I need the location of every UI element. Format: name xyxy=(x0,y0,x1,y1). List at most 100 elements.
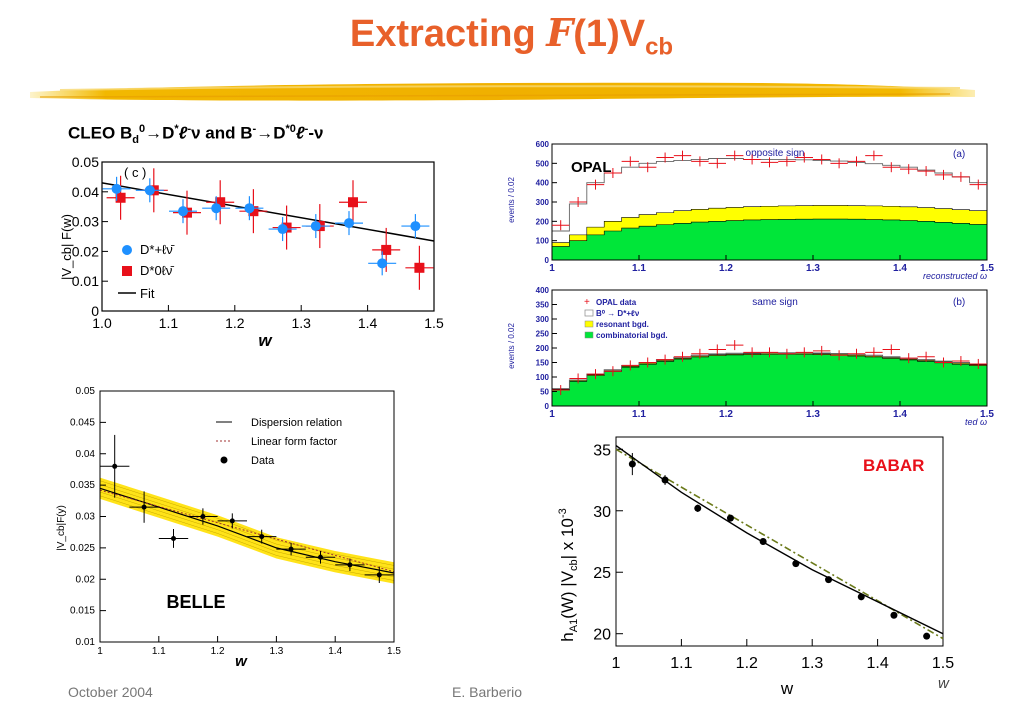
cleo-chart: ( c ) w |V_cb| F(w) D*+ℓν̄ D*0ℓν̄ Fit 1.… xyxy=(60,154,444,350)
babar-data-point xyxy=(694,504,702,512)
cleo-ytick-label: 0 xyxy=(91,303,99,319)
belle-xtick-label: 1.5 xyxy=(387,646,401,657)
opal-b-xtick-label: 1.1 xyxy=(632,409,646,420)
belle-ytick-label: 0.03 xyxy=(76,512,96,523)
opal-a-ytick-label: 600 xyxy=(536,140,550,149)
opal-a-xtick-label: 1.3 xyxy=(806,263,820,274)
belle-xtick-label: 1 xyxy=(97,646,103,657)
babar-ylabel: hA1(W) |Vcb| x 10-3 xyxy=(557,508,580,641)
babar-fit-curve xyxy=(615,445,944,635)
belle-legend: Dispersion relation Linear form factor D… xyxy=(216,417,342,467)
belle-xlabel: w xyxy=(235,653,248,670)
cleo-ylabel: |V_cb| F(w) xyxy=(60,214,74,280)
opal-a-xtick-label: 1.5 xyxy=(980,263,994,274)
belle-legend-data-marker xyxy=(220,456,228,464)
babar-xtick-label: 1.3 xyxy=(801,655,823,672)
footer-date: October 2004 xyxy=(68,684,153,700)
cleo-dplus-point xyxy=(344,218,354,229)
opal-legend: + OPAL data B⁰ → D*+ℓν resonant bgd. com… xyxy=(584,297,668,340)
opal-b-ytick-label: 150 xyxy=(536,359,550,368)
cleo-panel-label: ( c ) xyxy=(124,165,146,180)
cleo-xtick-label: 1.0 xyxy=(92,315,112,331)
belle-data-point xyxy=(141,504,147,510)
cleo-legend: D*+ℓν̄ D*0ℓν̄ Fit xyxy=(118,242,175,301)
opal-a-xtick-label: 1.4 xyxy=(893,263,907,274)
babar-data-point xyxy=(825,576,833,584)
cleo-xtick-label: 1.2 xyxy=(225,315,245,331)
belle-label: BELLE xyxy=(166,592,225,612)
belle-xtick-label: 1.3 xyxy=(269,646,283,657)
opal-a-combinatorial-area xyxy=(551,218,988,261)
belle-legend-linear: Linear form factor xyxy=(251,436,338,448)
belle-ytick-label: 0.015 xyxy=(70,606,95,617)
opal-a-ytick-label: 300 xyxy=(536,198,550,207)
opal-a-ytick-label: 0 xyxy=(545,256,550,265)
opal-b-xlabel: ted ω xyxy=(965,417,987,427)
belle-ytick-label: 0.025 xyxy=(70,543,95,554)
opal-b-xtick-label: 1.5 xyxy=(980,409,994,420)
opal-b-ytick-label: 0 xyxy=(545,402,550,411)
opal-b-panel-label: (b) xyxy=(953,297,965,308)
opal-b-ytick-label: 350 xyxy=(536,301,550,310)
cleo-dplus-point xyxy=(211,203,222,214)
belle-ytick-label: 0.035 xyxy=(70,480,95,491)
opal-a-ytick-label: 100 xyxy=(536,237,550,246)
opal-chart-b: same sign (b) events / 0.02 ted ω + OPAL… xyxy=(507,286,994,427)
opal-a-total-fit xyxy=(552,158,987,232)
babar-label: BABAR xyxy=(863,456,924,475)
belle-ytick-label: 0.05 xyxy=(76,386,96,397)
cleo-dplus-point xyxy=(277,224,288,235)
belle-data-point xyxy=(288,546,294,552)
opal-legend-signal-swatch xyxy=(584,309,594,317)
cleo-dplus-point xyxy=(244,203,255,214)
belle-band-hatch xyxy=(99,480,395,566)
opal-a-xtick-label: 1 xyxy=(549,263,555,274)
babar-xtick-label: 1 xyxy=(612,655,621,672)
cleo-decay-label: CLEO Bd0→D*ℓ-ν and B-→D*0ℓ--ν xyxy=(68,123,324,147)
belle-data-point xyxy=(200,514,206,519)
opal-a-xtick-label: 1.2 xyxy=(719,263,733,274)
opal-legend-signal: B⁰ → D*+ℓν xyxy=(596,309,640,318)
belle-linear-curve xyxy=(99,489,395,573)
babar-data-point xyxy=(661,476,669,484)
title-script-f: F xyxy=(546,10,574,55)
belle-data-point xyxy=(318,554,323,560)
babar-ytick-label: 20 xyxy=(593,627,611,644)
belle-chart: w |V_cb|F(y) BELLE Dispersion relation L… xyxy=(56,386,401,670)
opal-a-xlabel: reconstructed ω xyxy=(923,271,987,281)
belle-data-point xyxy=(171,535,176,541)
opal-legend-data-marker: + xyxy=(584,297,590,308)
cleo-legend-red-marker xyxy=(122,266,132,276)
belle-band-hatch xyxy=(99,495,395,581)
cleo-xlabel: w xyxy=(258,331,273,350)
title-middle: (1)V xyxy=(573,13,646,55)
belle-xtick-label: 1.4 xyxy=(328,646,342,657)
cleo-ytick-label: 0.02 xyxy=(72,243,99,259)
babar-data-point xyxy=(890,611,898,619)
opal-a-xtick-label: 1.1 xyxy=(632,263,646,274)
belle-ylabel: |V_cb|F(y) xyxy=(56,505,67,551)
footer-author: E. Barberio xyxy=(452,684,523,700)
title-brush-stroke xyxy=(30,82,975,101)
cleo-ytick-label: 0.03 xyxy=(72,214,99,230)
cleo-dplus-point xyxy=(178,206,188,217)
belle-ytick-label: 0.045 xyxy=(70,417,95,428)
cleo-dzero-point xyxy=(215,197,226,208)
belle-legend-data: Data xyxy=(251,455,275,467)
opal-b-ylabel: events / 0.02 xyxy=(507,323,516,369)
cleo-legend-dplus: D*+ℓν̄ xyxy=(140,242,175,257)
opal-legend-data: OPAL data xyxy=(596,298,637,307)
slide-title: Extracting F(1)Vcb xyxy=(0,8,1023,73)
babar-xlabel-italic: w xyxy=(938,675,950,692)
belle-legend-dispersion: Dispersion relation xyxy=(251,417,342,429)
belle-data-point xyxy=(229,518,235,524)
belle-data-point xyxy=(376,572,382,578)
opal-b-ytick-label: 50 xyxy=(540,388,549,397)
cleo-dplus-point xyxy=(310,221,321,232)
cleo-dzero-point xyxy=(414,262,425,273)
cleo-dzero-point xyxy=(115,192,126,203)
cleo-xtick-label: 1.4 xyxy=(358,315,378,331)
cleo-plot-frame xyxy=(101,161,435,312)
babar-ytick-label: 35 xyxy=(593,442,611,459)
cleo-dplus-point xyxy=(111,183,122,194)
